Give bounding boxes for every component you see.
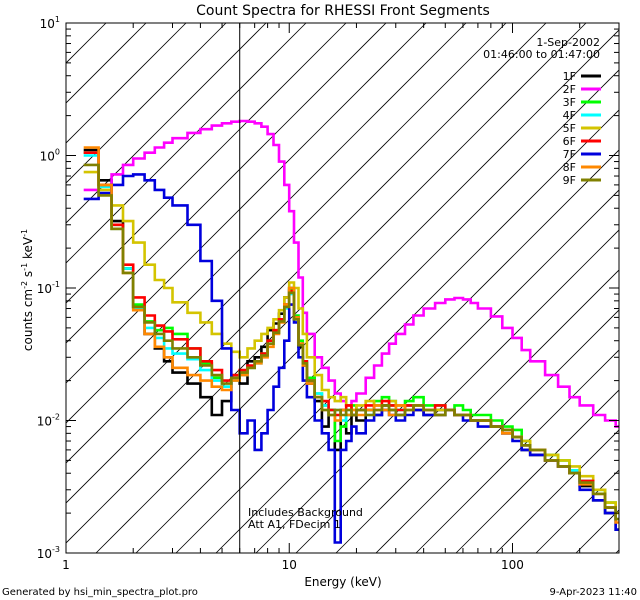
y-tick-label: 10-3 [37,545,60,561]
legend-label-1F: 1F [563,70,576,83]
y-tick-label: 101 [40,15,60,31]
hatch-line [135,69,619,553]
legend-label-3F: 3F [563,96,576,109]
hatch-line [415,349,619,553]
hatch-line [66,23,347,304]
x-tick-label: 10 [282,558,297,572]
hatch-line [66,23,507,464]
hatch-line [66,23,187,144]
hatch-line [66,23,387,344]
hatch-line [175,109,619,553]
legend-label-5F: 5F [563,122,576,135]
series-line-2F [83,119,619,428]
hatch-line [455,389,619,553]
legend-label-4F: 4F [563,109,576,122]
time-range-label: 01:46:00 to 01:47:00 [483,48,600,61]
legend-label-8F: 8F [563,161,576,174]
series-layer [83,119,619,544]
hatch-line [95,29,619,553]
hatch-line [66,23,467,424]
date-label: 1-Sep-2002 [536,36,600,49]
hatch-line [495,429,619,553]
axis-ticks [65,22,620,554]
hatched-region [66,23,619,553]
y-axis-label: counts cm-2 s-1 keV-1 [20,229,35,351]
timestamp-label: 9-Apr-2023 11:40 [550,587,637,598]
hatch-line [66,23,427,384]
series-line-9F [83,163,619,521]
x-tick-labels: 1 10 100 [62,558,524,572]
generated-by-label: Generated by hsi_min_spectra_plot.pro [2,587,198,598]
y-tick-label: 10-1 [37,280,60,296]
hatch-line [335,269,619,553]
annotation-attenuator: Att A1, FDecim 1 [248,518,341,531]
x-tick-label: 100 [501,558,524,572]
hatch-line [66,23,227,184]
chart-title: Count Spectra for RHESSI Front Segments [196,3,490,19]
annotation-background: Includes Background [248,506,363,519]
legend-label-9F: 9F [563,174,576,187]
hatch-line [375,309,619,553]
hatch-line [66,23,307,264]
hatch-line [295,229,619,553]
hatch-line [66,23,587,544]
legend-label-6F: 6F [563,135,576,148]
y-tick-label: 10-2 [37,413,60,429]
hatch-line [66,23,547,504]
y-tick-label: 100 [40,148,60,164]
y-tick-labels: 10-3 10-2 10-1 100 101 [37,15,60,561]
hatch-line [66,23,267,224]
x-axis-label: Energy (keV) [304,575,381,589]
legend-label-7F: 7F [563,148,576,161]
hatch-line [255,189,619,553]
hatch-line [215,149,619,553]
x-tick-label: 1 [62,558,70,572]
legend-label-2F: 2F [563,83,576,96]
